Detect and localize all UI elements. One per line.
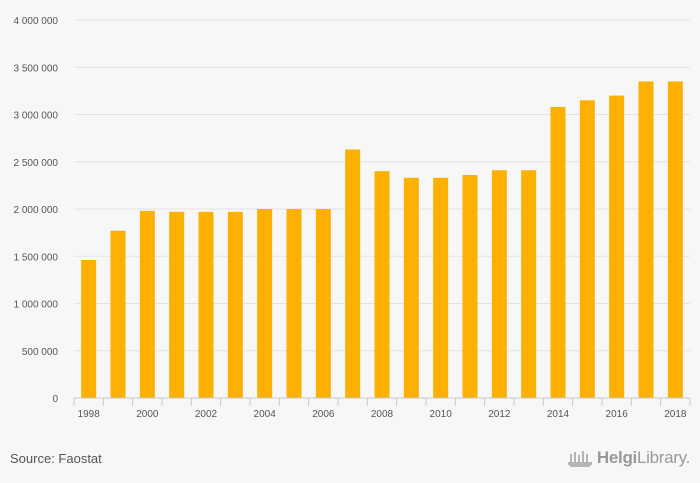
x-tick-label: 2012: [488, 409, 511, 420]
bar-2001: [169, 211, 185, 398]
bar-2003: [227, 211, 243, 398]
bar-2018: [667, 81, 683, 399]
x-tick-label: 2018: [664, 409, 687, 420]
bar-2017: [638, 81, 654, 399]
y-tick-label: 2 500 000: [14, 158, 59, 169]
x-tick-label: 2002: [195, 409, 218, 420]
x-tick-label: 2016: [606, 409, 629, 420]
bar-1999: [110, 230, 126, 398]
bar-2010: [433, 177, 449, 398]
bar-2014: [550, 106, 566, 398]
x-tick-label: 2008: [371, 409, 394, 420]
bar-2008: [374, 171, 390, 398]
bar-2005: [286, 209, 302, 398]
y-tick-label: 3 500 000: [14, 63, 59, 74]
logo-text: HelgiLibrary.: [596, 448, 690, 467]
x-tick-label: 2000: [136, 409, 159, 420]
y-tick-label: 2 000 000: [14, 205, 59, 216]
bar-2016: [609, 95, 625, 398]
y-tick-label: 1 000 000: [14, 300, 59, 311]
bar-2002: [198, 211, 214, 398]
y-tick-label: 3 000 000: [14, 111, 59, 122]
y-tick-label: 1 500 000: [14, 252, 59, 263]
y-tick-label: 0: [52, 394, 58, 405]
bar-2006: [315, 209, 331, 398]
building-icon: [567, 451, 592, 467]
x-tick-label: 2004: [254, 409, 277, 420]
source-note: Source: Faostat: [10, 451, 102, 466]
bar-2009: [403, 177, 419, 398]
y-tick-label: 4 000 000: [14, 16, 59, 27]
y-tick-label: 500 000: [22, 347, 59, 358]
x-tick-label: 2010: [430, 409, 453, 420]
bar-2004: [257, 209, 273, 398]
x-tick-label: 2014: [547, 409, 570, 420]
bar-2012: [491, 170, 507, 398]
bar-2007: [345, 149, 361, 398]
helgi-library-logo: HelgiLibrary.: [567, 448, 690, 468]
bar-1998: [81, 260, 97, 398]
x-tick-label: 2006: [312, 409, 335, 420]
bar-2000: [139, 210, 155, 398]
bar-chart: 0 500 000 1 000 000 1 500 000 2 000 000 2 500…: [14, 16, 691, 420]
x-tick-label: 1998: [78, 409, 101, 420]
bar-2015: [579, 100, 595, 398]
bar-2011: [462, 174, 478, 398]
bar-2013: [521, 170, 537, 398]
